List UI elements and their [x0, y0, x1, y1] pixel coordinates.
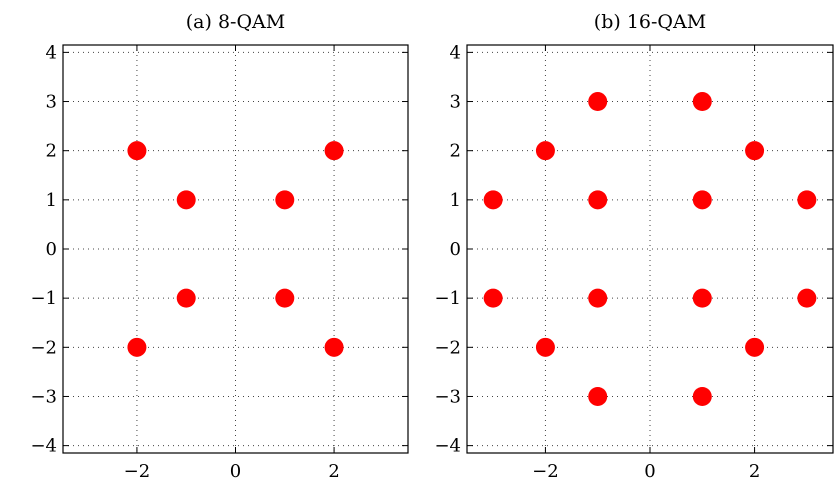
data-point-8qam-1	[324, 141, 344, 161]
data-point-16qam-7	[797, 190, 817, 210]
data-point-8qam-5	[275, 288, 295, 308]
x-tick-label: −2	[532, 461, 559, 482]
y-tick-label: 3	[450, 92, 461, 113]
y-tick-label: 1	[450, 190, 461, 211]
axes-box	[466, 44, 834, 454]
plot-area	[467, 45, 833, 453]
chart-title: (a) 8-QAM	[186, 11, 285, 33]
x-tick-label: 2	[328, 461, 339, 482]
data-point-16qam-1	[692, 92, 712, 112]
y-tick-label: −1	[434, 288, 461, 309]
x-tick-label: 0	[644, 461, 655, 482]
data-point-16qam-11	[797, 288, 817, 308]
y-tick-label: −4	[434, 436, 461, 457]
data-point-16qam-10	[692, 288, 712, 308]
y-tick-label: 4	[450, 42, 461, 63]
data-point-8qam-4	[176, 288, 196, 308]
data-point-16qam-2	[535, 141, 555, 161]
y-tick-label: −2	[434, 337, 461, 358]
data-point-16qam-4	[483, 190, 503, 210]
data-point-16qam-0	[588, 92, 608, 112]
y-tick-label: 1	[46, 190, 57, 211]
panel-16qam: −2 0 2 4 3 2 1 0 −1 −2 −3 −4 (b) 16-QAM	[434, 11, 834, 482]
axes-box	[62, 44, 409, 454]
y-tick-label: −1	[30, 288, 57, 309]
data-point-8qam-6	[127, 337, 147, 357]
data-point-16qam-15	[692, 386, 712, 406]
y-tick-label: 2	[450, 141, 461, 162]
y-tick-label: −3	[434, 386, 461, 407]
data-point-16qam-3	[745, 141, 765, 161]
x-tick-label: 2	[749, 461, 760, 482]
data-point-16qam-9	[588, 288, 608, 308]
y-tick-label: −2	[30, 337, 57, 358]
x-tick-label: 0	[230, 461, 241, 482]
data-point-8qam-0	[127, 141, 147, 161]
data-point-16qam-13	[745, 337, 765, 357]
data-point-8qam-3	[275, 190, 295, 210]
data-point-16qam-6	[692, 190, 712, 210]
data-point-16qam-5	[588, 190, 608, 210]
data-point-16qam-8	[483, 288, 503, 308]
data-point-8qam-7	[324, 337, 344, 357]
y-tick-label: 3	[46, 92, 57, 113]
data-point-16qam-12	[535, 337, 555, 357]
data-point-16qam-14	[588, 386, 608, 406]
x-tick-label: −2	[124, 461, 151, 482]
panel-8qam: −2 0 2 4 3 2 1 0 −1 −2 −3 −4 (a) 8-QAM	[30, 11, 409, 482]
chart-title: (b) 16-QAM	[594, 11, 706, 33]
y-tick-label: −4	[30, 436, 57, 457]
y-tick-label: 0	[46, 239, 57, 260]
plot-area	[63, 45, 408, 453]
y-tick-label: 0	[450, 239, 461, 260]
y-tick-label: 4	[46, 42, 57, 63]
y-tick-label: −3	[30, 386, 57, 407]
y-tick-label: 2	[46, 141, 57, 162]
data-point-8qam-2	[176, 190, 196, 210]
